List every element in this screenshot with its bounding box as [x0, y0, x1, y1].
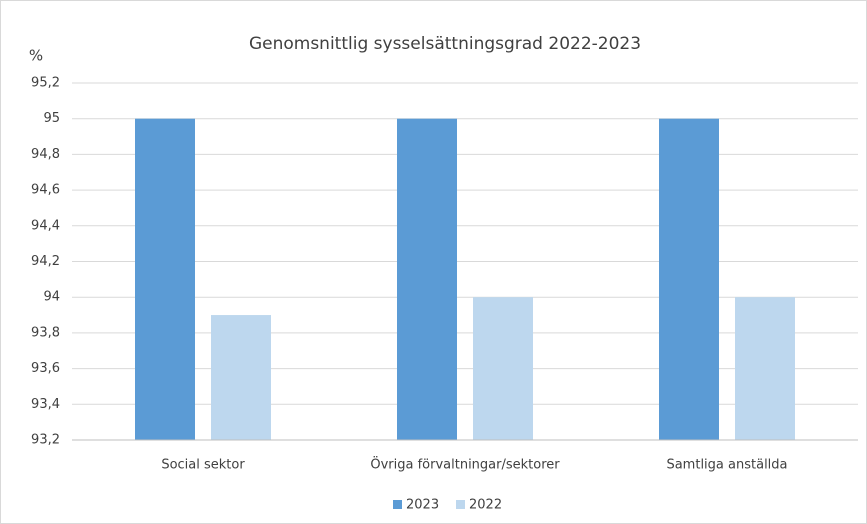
x-tick-label: Social sektor	[161, 458, 245, 473]
y-tick-label: 93,2	[31, 433, 60, 448]
bar	[397, 118, 457, 440]
legend-label: 2022	[469, 498, 502, 513]
y-axis-label: %	[29, 47, 43, 65]
y-tick-label: 94,2	[31, 254, 60, 269]
x-tick-label: Samtliga anställda	[666, 458, 787, 473]
y-tick-label: 94,8	[31, 147, 60, 162]
y-tick-label: 95	[43, 111, 60, 126]
bar	[473, 297, 533, 440]
bar	[659, 118, 719, 440]
bar	[135, 118, 195, 440]
legend-label: 2023	[406, 498, 439, 513]
legend-swatch	[393, 500, 402, 509]
y-tick-label: 93,6	[31, 361, 60, 376]
chart-title: Genomsnittlig sysselsättningsgrad 2022-2…	[249, 34, 641, 54]
y-tick-label: 93,4	[31, 397, 60, 412]
legend-swatch	[456, 500, 465, 509]
y-tick-label: 95,2	[31, 76, 60, 91]
x-tick-label: Övriga förvaltningar/sektorer	[370, 456, 560, 473]
y-tick-label: 94,6	[31, 183, 60, 198]
bar	[735, 297, 795, 440]
bar	[211, 315, 271, 440]
y-tick-label: 94,4	[31, 218, 60, 233]
y-tick-label: 94	[43, 290, 60, 305]
y-tick-label: 93,8	[31, 325, 60, 340]
